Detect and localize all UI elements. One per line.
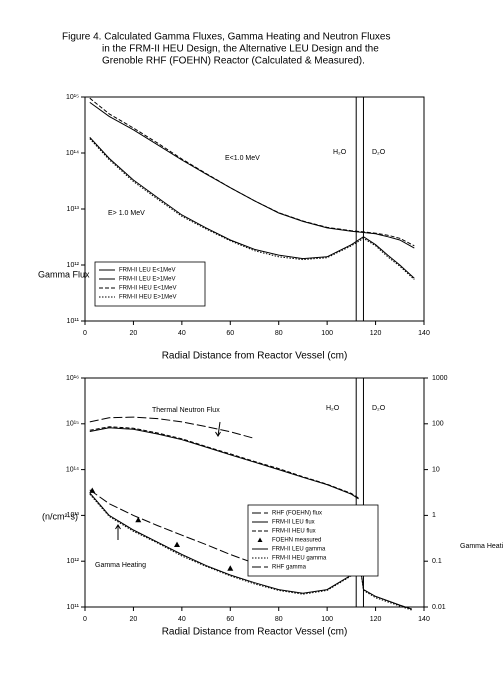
x-tick-label: 0 <box>83 616 87 623</box>
legend-label: FRM-II HEU flux <box>272 529 316 535</box>
series-line <box>89 427 359 500</box>
title-line: Figure 4. Calculated Gamma Fluxes, Gamma… <box>62 32 390 43</box>
x-tick-label: 140 <box>418 616 430 623</box>
x-tick-label: 20 <box>130 616 138 623</box>
y-tick-label: 10¹⁵ <box>66 421 79 428</box>
annotation: E> 1.0 MeV <box>108 210 145 217</box>
legend-label: FRM-II HEU gamma <box>272 556 327 562</box>
x-tick-label: 100 <box>321 330 333 337</box>
x-tick-label: 80 <box>275 616 283 623</box>
legend-label: FRM-II LEU flux <box>272 520 315 526</box>
annotation: E<1.0 MeV <box>225 155 260 162</box>
y-axis-label: Gamma Flux <box>38 269 90 279</box>
x-tick-label: 140 <box>418 330 430 337</box>
y2-tick-label: 100 <box>432 421 444 428</box>
y-tick-label: 10¹⁴ <box>66 466 79 473</box>
legend-box <box>94 261 206 307</box>
y2-axis-label: Gamma Heating <box>460 543 503 550</box>
y-tick-label: 10¹¹ <box>67 318 80 325</box>
y-tick-label: 10¹¹ <box>67 604 80 611</box>
series-line <box>89 137 415 279</box>
legend-swatch <box>257 537 263 542</box>
series-line <box>89 489 255 564</box>
y2-tick-label: 10 <box>432 466 440 473</box>
legend-label: RHF gamma <box>272 565 307 571</box>
annotation: H₂O <box>333 149 347 156</box>
x-tick-label: 100 <box>321 616 333 623</box>
plot-frame <box>84 377 425 608</box>
series-line <box>89 138 415 280</box>
y-tick-label: 10¹⁶ <box>66 375 79 382</box>
y-tick-label: 10¹² <box>67 262 80 269</box>
y-axis-label: (n/cm²-s) <box>42 511 78 521</box>
title-line: Grenoble RHF (FOEHN) Reactor (Calculated… <box>102 56 365 67</box>
y-tick-label: 10¹³ <box>67 206 80 213</box>
x-tick-label: 20 <box>130 330 138 337</box>
y2-tick-label: 0.01 <box>432 604 446 611</box>
x-axis-label: Radial Distance from Reactor Vessel (cm) <box>162 627 348 638</box>
legend-label: RHF (FOEHN) flux <box>272 511 322 517</box>
series-line <box>89 97 415 247</box>
x-tick-label: 0 <box>83 330 87 337</box>
title-line: in the FRM-II HEU Design, the Alternativ… <box>102 44 379 55</box>
data-point <box>135 516 142 523</box>
x-tick-label: 120 <box>370 616 382 623</box>
legend-label: FRM-II HEU E<1MeV <box>119 286 177 292</box>
data-point <box>89 487 96 493</box>
data-point <box>174 541 181 548</box>
annotation: Thermal Neutron Flux <box>152 407 220 414</box>
annotation: D₂O <box>372 149 386 156</box>
series-line <box>89 426 359 499</box>
y-tick-label: 10¹³ <box>67 512 80 519</box>
series-line <box>89 493 413 611</box>
arrow-head <box>115 524 121 530</box>
legend-label: FOEHN measured <box>272 538 321 544</box>
x-axis-label: Radial Distance from Reactor Vessel (cm) <box>162 351 348 362</box>
legend-box <box>247 504 379 577</box>
series-line <box>89 492 413 610</box>
y2-tick-label: 0.1 <box>432 558 442 565</box>
legend-label: FRM-II LEU gamma <box>272 547 326 553</box>
x-tick-label: 60 <box>226 330 234 337</box>
legend-label: FRM-II LEU E<1MeV <box>119 268 176 274</box>
y-tick-label: 10¹⁴ <box>66 150 79 157</box>
x-tick-label: 120 <box>370 330 382 337</box>
series-line <box>89 416 255 439</box>
annotation-arrow <box>217 421 221 437</box>
data-point <box>227 565 234 571</box>
annotation: Gamma Heating <box>95 562 146 569</box>
y-tick-label: 10¹⁵ <box>66 94 79 101</box>
legend-label: FRM-II LEU E>1MeV <box>119 277 176 283</box>
x-tick-label: 80 <box>275 330 283 337</box>
annotation: H₂O <box>326 405 340 412</box>
legend-label: FRM-II HEU E>1MeV <box>119 295 177 301</box>
y-tick-label: 10¹² <box>67 558 80 565</box>
y2-tick-label: 1000 <box>432 375 448 382</box>
x-tick-label: 60 <box>226 616 234 623</box>
x-tick-label: 40 <box>178 330 186 337</box>
arrow-head <box>215 431 221 437</box>
series-line <box>89 101 415 249</box>
x-tick-label: 40 <box>178 616 186 623</box>
y2-tick-label: 1 <box>432 512 436 519</box>
annotation: D₂O <box>372 405 386 412</box>
